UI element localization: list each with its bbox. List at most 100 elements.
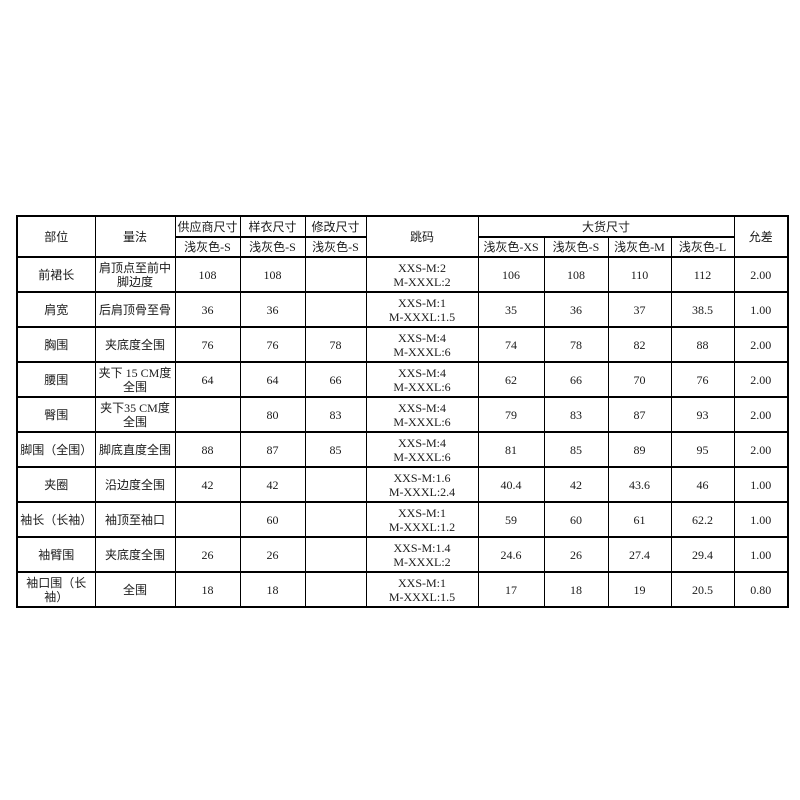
cell-bulk-xs: 59 bbox=[477, 501, 545, 538]
table-row: 袖口围（长 袖） 全围 18 18 XXS-M:1 M-XXXL:1.5 17 … bbox=[16, 571, 789, 608]
cell-bulk-s: 42 bbox=[543, 466, 609, 503]
cell-tolerance: 2.00 bbox=[733, 396, 789, 433]
cell-part: 袖臂围 bbox=[16, 536, 96, 573]
cell-tolerance: 1.00 bbox=[733, 466, 789, 503]
cell-bulk-l: 95 bbox=[670, 431, 735, 468]
cell-tolerance: 2.00 bbox=[733, 256, 789, 293]
cell-modified-size bbox=[304, 466, 367, 503]
cell-bulk-xs: 24.6 bbox=[477, 536, 545, 573]
cell-modified-size bbox=[304, 571, 367, 608]
cell-bulk-m: 27.4 bbox=[607, 536, 672, 573]
cell-modified-size bbox=[304, 291, 367, 328]
cell-jump-code: XXS-M:4 M-XXXL:6 bbox=[365, 326, 479, 363]
cell-bulk-m: 70 bbox=[607, 361, 672, 398]
cell-bulk-l: 20.5 bbox=[670, 571, 735, 608]
cell-bulk-xs: 17 bbox=[477, 571, 545, 608]
cell-modified-size: 85 bbox=[304, 431, 367, 468]
cell-bulk-xs: 35 bbox=[477, 291, 545, 328]
table-row: 腰围 夹下 15 CM度 全围 64 64 66 XXS-M:4 M-XXXL:… bbox=[16, 361, 789, 398]
cell-jump-code: XXS-M:1 M-XXXL:1.5 bbox=[365, 291, 479, 328]
cell-bulk-s: 18 bbox=[543, 571, 609, 608]
cell-supplier-size bbox=[174, 501, 241, 538]
cell-bulk-m: 61 bbox=[607, 501, 672, 538]
header-bulk-size: 大货尺寸 bbox=[477, 215, 735, 238]
subheader-bulk-s: 浅灰色-S bbox=[543, 236, 609, 258]
cell-method: 夹下 15 CM度 全围 bbox=[94, 361, 176, 398]
table-row: 夹圈 沿边度全围 42 42 XXS-M:1.6 M-XXXL:2.4 40.4… bbox=[16, 466, 789, 503]
cell-part: 腰围 bbox=[16, 361, 96, 398]
cell-sample-size: 60 bbox=[239, 501, 306, 538]
cell-modified-size: 66 bbox=[304, 361, 367, 398]
cell-sample-size: 76 bbox=[239, 326, 306, 363]
cell-bulk-m: 19 bbox=[607, 571, 672, 608]
cell-bulk-l: 88 bbox=[670, 326, 735, 363]
cell-bulk-s: 108 bbox=[543, 256, 609, 293]
cell-supplier-size: 42 bbox=[174, 466, 241, 503]
header-sample-size: 样衣尺寸 bbox=[239, 215, 306, 238]
cell-method: 夹底度全围 bbox=[94, 536, 176, 573]
subheader-bulk-m: 浅灰色-M bbox=[607, 236, 672, 258]
cell-bulk-xs: 81 bbox=[477, 431, 545, 468]
header-row-main: 部位 量法 供应商尺寸 样衣尺寸 修改尺寸 跳码 大货尺寸 允差 bbox=[16, 215, 789, 258]
cell-jump-code: XXS-M:1.6 M-XXXL:2.4 bbox=[365, 466, 479, 503]
header-tolerance: 允差 bbox=[733, 215, 789, 258]
header-part: 部位 bbox=[16, 215, 96, 258]
cell-bulk-s: 66 bbox=[543, 361, 609, 398]
cell-modified-size bbox=[304, 536, 367, 573]
cell-method: 夹下35 CM度 全围 bbox=[94, 396, 176, 433]
cell-bulk-s: 83 bbox=[543, 396, 609, 433]
cell-part: 夹圈 bbox=[16, 466, 96, 503]
table-row: 袖臂围 夹底度全围 26 26 XXS-M:1.4 M-XXXL:2 24.6 … bbox=[16, 536, 789, 573]
cell-tolerance: 1.00 bbox=[733, 536, 789, 573]
cell-part: 脚围（全围） bbox=[16, 431, 96, 468]
table-row: 肩宽 后肩顶骨至骨 36 36 XXS-M:1 M-XXXL:1.5 35 36… bbox=[16, 291, 789, 328]
cell-method: 全围 bbox=[94, 571, 176, 608]
cell-jump-code: XXS-M:4 M-XXXL:6 bbox=[365, 431, 479, 468]
cell-bulk-l: 62.2 bbox=[670, 501, 735, 538]
cell-bulk-s: 60 bbox=[543, 501, 609, 538]
cell-sample-size: 18 bbox=[239, 571, 306, 608]
cell-part: 胸围 bbox=[16, 326, 96, 363]
subheader-sample-color: 浅灰色-S bbox=[239, 236, 306, 258]
cell-bulk-s: 85 bbox=[543, 431, 609, 468]
cell-bulk-l: 46 bbox=[670, 466, 735, 503]
table-row: 胸围 夹底度全围 76 76 78 XXS-M:4 M-XXXL:6 74 78… bbox=[16, 326, 789, 363]
cell-method: 夹底度全围 bbox=[94, 326, 176, 363]
cell-sample-size: 36 bbox=[239, 291, 306, 328]
cell-bulk-m: 89 bbox=[607, 431, 672, 468]
table-row: 袖长（长袖） 袖顶至袖口 60 XXS-M:1 M-XXXL:1.2 59 60… bbox=[16, 501, 789, 538]
cell-bulk-m: 43.6 bbox=[607, 466, 672, 503]
cell-tolerance: 2.00 bbox=[733, 326, 789, 363]
cell-supplier-size bbox=[174, 396, 241, 433]
cell-modified-size bbox=[304, 501, 367, 538]
table-row: 前裙长 肩顶点至前中 脚边度 108 108 XXS-M:2 M-XXXL:2 … bbox=[16, 256, 789, 293]
cell-bulk-m: 110 bbox=[607, 256, 672, 293]
cell-supplier-size: 36 bbox=[174, 291, 241, 328]
cell-tolerance: 2.00 bbox=[733, 361, 789, 398]
cell-jump-code: XXS-M:2 M-XXXL:2 bbox=[365, 256, 479, 293]
cell-jump-code: XXS-M:4 M-XXXL:6 bbox=[365, 396, 479, 433]
cell-bulk-m: 82 bbox=[607, 326, 672, 363]
cell-sample-size: 87 bbox=[239, 431, 306, 468]
header-modified-size: 修改尺寸 bbox=[304, 215, 367, 238]
subheader-bulk-xs: 浅灰色-XS bbox=[477, 236, 545, 258]
cell-sample-size: 64 bbox=[239, 361, 306, 398]
cell-bulk-s: 36 bbox=[543, 291, 609, 328]
cell-method: 沿边度全围 bbox=[94, 466, 176, 503]
cell-bulk-s: 78 bbox=[543, 326, 609, 363]
subheader-supplier-color: 浅灰色-S bbox=[174, 236, 241, 258]
cell-sample-size: 108 bbox=[239, 256, 306, 293]
cell-part: 袖长（长袖） bbox=[16, 501, 96, 538]
cell-supplier-size: 108 bbox=[174, 256, 241, 293]
cell-bulk-xs: 62 bbox=[477, 361, 545, 398]
cell-modified-size: 78 bbox=[304, 326, 367, 363]
cell-bulk-l: 76 bbox=[670, 361, 735, 398]
cell-sample-size: 42 bbox=[239, 466, 306, 503]
size-spec-table-container: 部位 量法 供应商尺寸 样衣尺寸 修改尺寸 跳码 大货尺寸 允差 浅灰色-S 浅… bbox=[16, 215, 790, 608]
cell-jump-code: XXS-M:1 M-XXXL:1.2 bbox=[365, 501, 479, 538]
cell-modified-size: 83 bbox=[304, 396, 367, 433]
cell-jump-code: XXS-M:1 M-XXXL:1.5 bbox=[365, 571, 479, 608]
cell-bulk-m: 37 bbox=[607, 291, 672, 328]
cell-supplier-size: 76 bbox=[174, 326, 241, 363]
header-supplier-size: 供应商尺寸 bbox=[174, 215, 241, 238]
